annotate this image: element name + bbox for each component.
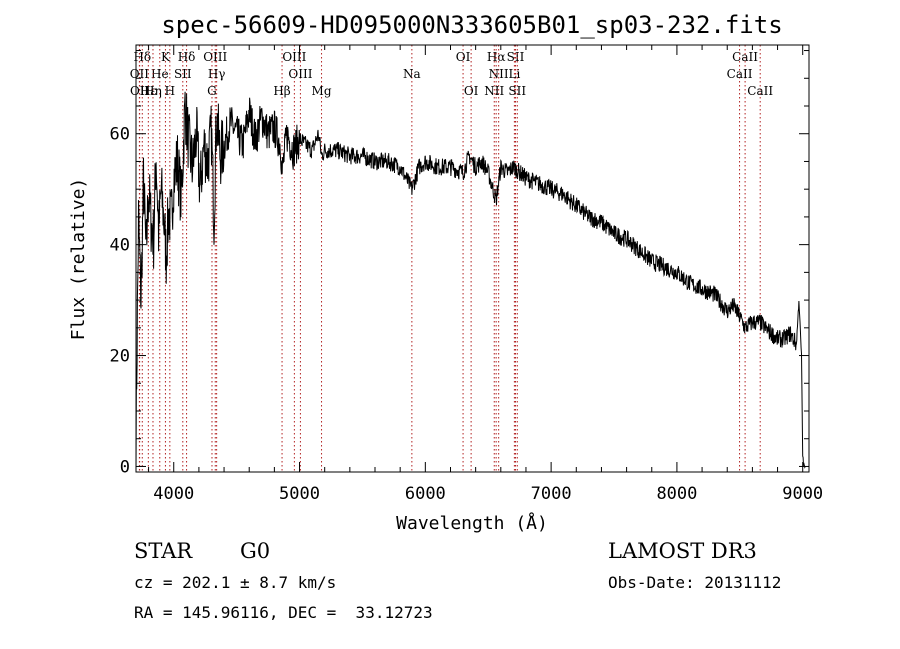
line-label-4: OIII [282, 50, 306, 64]
line-label-0: Hδ [133, 50, 151, 64]
plot-frame [135, 44, 810, 473]
x-tick-label-4: 8000 [656, 484, 697, 504]
line-label-18: OII [130, 84, 150, 98]
line-label-17: CaII [727, 67, 753, 81]
object-subclass: G0 [240, 539, 271, 563]
chart-title: spec-56609-HD095000N333605B01_sp03-232.f… [161, 11, 782, 39]
spectrum-line [135, 91, 806, 473]
line-label-10: He [151, 67, 169, 81]
line-label-13: OIII [288, 67, 312, 81]
redshift-velocity: cz = 202.1 ± 8.7 km/s [134, 573, 337, 592]
line-label-12: Hγ [208, 67, 226, 81]
line-label-2: Hδ [178, 50, 196, 64]
line-label-23: Hβ [273, 84, 290, 98]
line-label-28: CaII [747, 84, 773, 98]
plot-axes: 4000 5000 6000 7000 8000 9000 0 20 40 60 [110, 44, 823, 504]
x-tick-label-0: 4000 [153, 484, 194, 504]
x-tick-label-2: 6000 [405, 484, 446, 504]
line-label-11: SII [174, 67, 192, 81]
line-label-21: H [165, 84, 175, 98]
line-label-27: SII [508, 84, 526, 98]
line-label-16: Li [508, 67, 520, 81]
line-label-8: CaII [732, 50, 758, 64]
coordinates: RA = 145.96116, DEC = 33.12723 [134, 603, 433, 622]
line-label-25: OI [464, 84, 479, 98]
x-tick-label-3: 7000 [531, 484, 572, 504]
object-class: STAR [134, 539, 193, 563]
line-label-20: Hη [144, 84, 162, 98]
y-tick-label-0: 0 [120, 457, 130, 477]
x-axis-label: Wavelength (Å) [396, 512, 548, 534]
line-label-5: OI [456, 50, 471, 64]
survey-name: LAMOST DR3 [608, 539, 757, 563]
line-label-24: Mg [312, 84, 332, 98]
spectrum-series [135, 91, 806, 473]
line-label-7: SII [507, 50, 525, 64]
line-label-22: G [207, 84, 217, 98]
line-label-26: NII [484, 84, 504, 98]
y-tick-label-2: 40 [110, 236, 130, 256]
y-tick-label-3: 60 [110, 125, 130, 145]
observation-date: Obs-Date: 20131112 [608, 573, 782, 592]
line-label-15: NII [489, 67, 509, 81]
y-axis-label: Flux (relative) [68, 178, 89, 341]
line-label-3: OIII [203, 50, 227, 64]
y-tick-label-1: 20 [110, 347, 130, 367]
x-tick-label-1: 5000 [279, 484, 320, 504]
line-label-14: Na [403, 67, 421, 81]
line-label-1: K [161, 50, 171, 64]
x-tick-label-5: 9000 [782, 484, 823, 504]
line-label-6: Hα [487, 50, 506, 64]
